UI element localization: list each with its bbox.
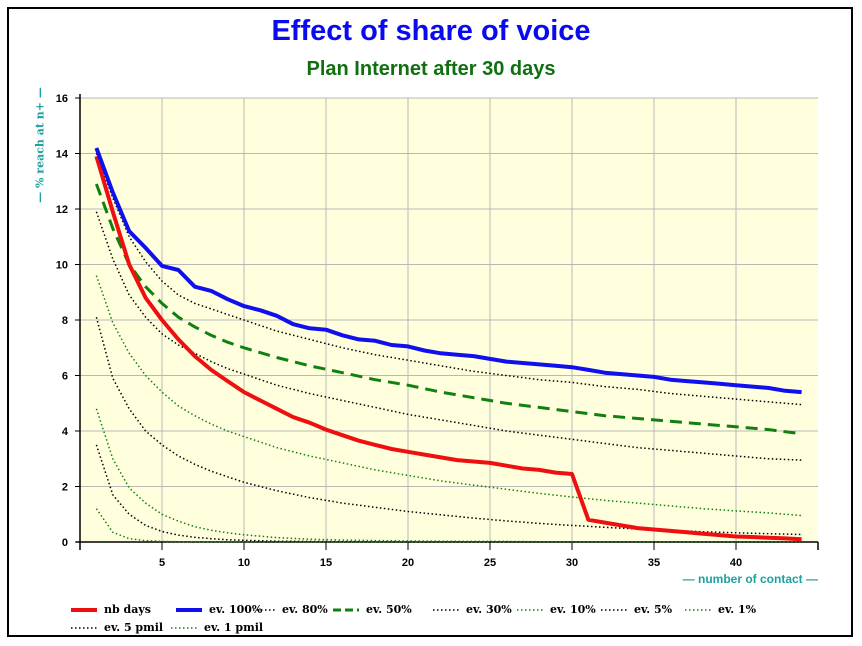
x-axis-label: — number of contact — <box>682 572 818 586</box>
series-line-ev-80- <box>95 153 802 406</box>
legend-swatch <box>685 608 711 611</box>
legend-label: ev. 5 pmil <box>104 621 164 634</box>
legend-item: ev. 10% <box>516 603 596 616</box>
y-tick-label: 14 <box>56 149 69 161</box>
legend-label: ev. 50% <box>366 603 412 616</box>
y-tick-label: 8 <box>62 315 68 327</box>
legend-label: ev. 5% <box>634 603 673 616</box>
y-tick-label: 10 <box>56 260 68 272</box>
legend-item: ev. 50% <box>332 603 412 616</box>
series-line-ev-1-pmil <box>95 508 802 543</box>
series-line-ev-50- <box>94 183 802 436</box>
legend-swatch <box>71 626 97 629</box>
legend-swatch <box>71 607 97 612</box>
x-tick-label: 30 <box>566 557 578 569</box>
legend-item: nb days <box>70 603 151 616</box>
legend-label: ev. 1 pmil <box>204 621 264 634</box>
y-tick-label: 6 <box>62 371 68 383</box>
legend-swatch <box>176 607 202 612</box>
legend-item: ev. 5 pmil <box>70 621 163 634</box>
x-tick-label: 20 <box>402 557 414 569</box>
legend-label: ev. 10% <box>550 603 596 616</box>
legend-item: ev. 1 pmil <box>170 621 263 634</box>
x-tick-label: 5 <box>159 557 165 569</box>
legend-label: ev. 1% <box>718 603 757 616</box>
legend-swatch <box>333 608 359 611</box>
legend-swatch <box>601 608 627 611</box>
legend-swatch <box>171 626 197 629</box>
legend-item: ev. 80% <box>248 603 328 616</box>
y-tick-label: 16 <box>56 93 68 105</box>
chart-title: Effect of share of voice <box>271 15 591 47</box>
chart-subtitle: Plan Internet after 30 days <box>306 58 556 80</box>
series-line-ev-100- <box>94 147 802 395</box>
series-line-nb-days <box>94 155 802 542</box>
legend-swatch <box>433 608 459 611</box>
legend-label: ev. 30% <box>466 603 512 616</box>
legend-swatch <box>249 608 275 611</box>
x-tick-label: 15 <box>320 557 332 569</box>
y-tick-label: 4 <box>62 426 69 438</box>
legend-item: ev. 100% <box>175 603 262 616</box>
legend-label: nb days <box>104 603 151 616</box>
y-tick-label: 12 <box>56 204 68 216</box>
legend-label: ev. 80% <box>282 603 328 616</box>
x-tick-label: 40 <box>730 557 742 569</box>
series-line-ev-10- <box>95 275 802 517</box>
legend-swatch <box>517 608 543 611</box>
legend-item: ev. 30% <box>432 603 512 616</box>
legend-item: ev. 5% <box>600 603 672 616</box>
y-tick-label: 0 <box>62 537 68 549</box>
x-tick-label: 35 <box>648 557 660 569</box>
legend-label: ev. 100% <box>209 603 263 616</box>
x-tick-label: 10 <box>238 557 250 569</box>
x-tick-label: 25 <box>484 557 496 569</box>
y-tick-label: 2 <box>62 482 68 494</box>
legend-item: ev. 1% <box>684 603 756 616</box>
